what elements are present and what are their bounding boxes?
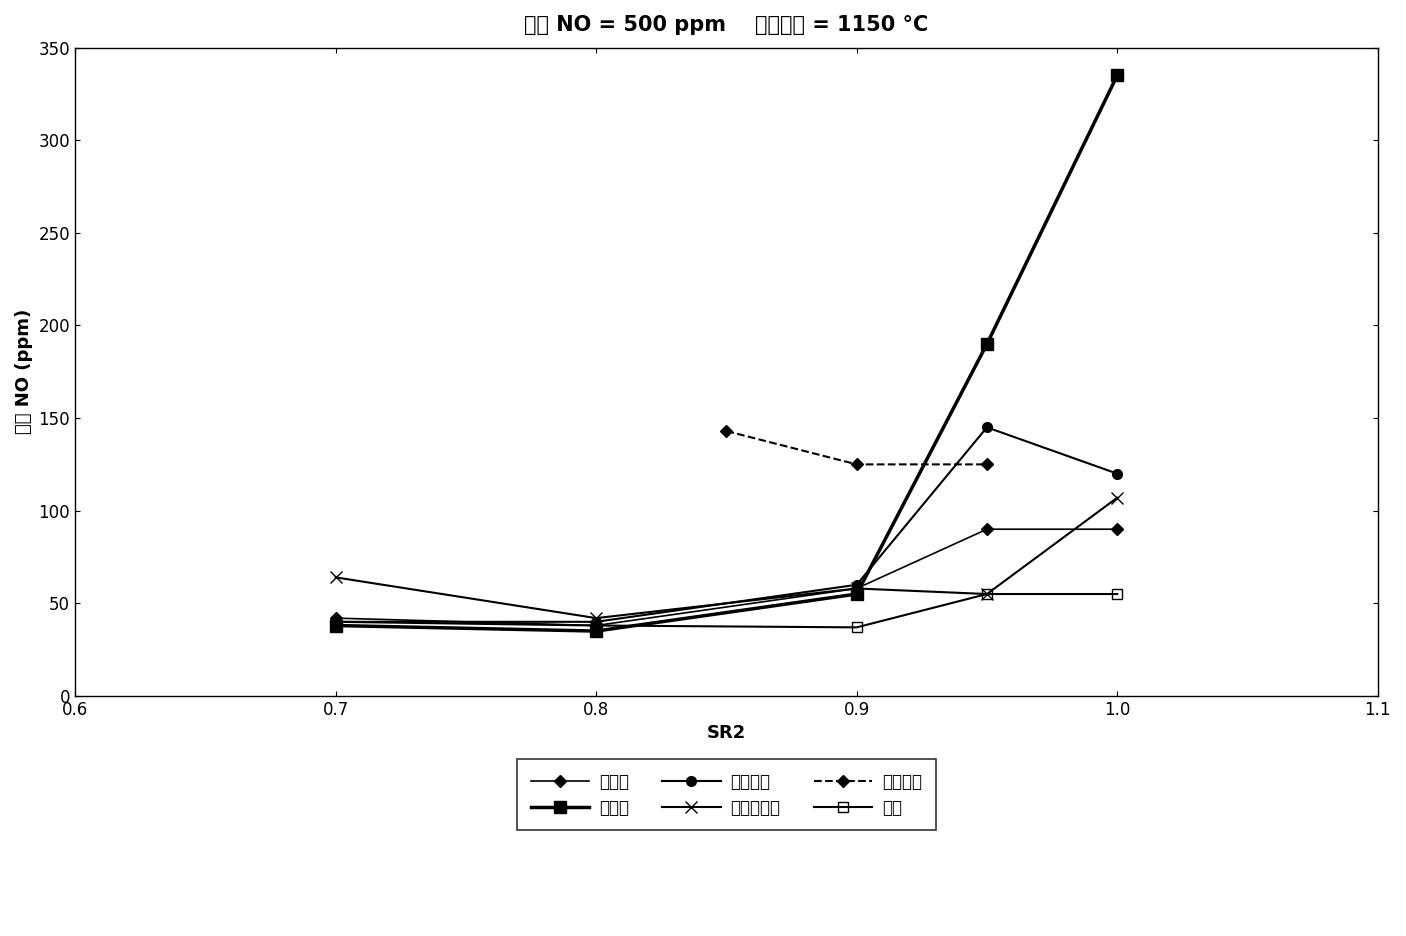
- 谷物秸秆: [848, 579, 865, 591]
- 松树皮: [1109, 70, 1126, 81]
- 甲烷: [588, 620, 605, 631]
- Line: 废轮胎: 废轮胎: [332, 525, 1122, 630]
- 甲烷: [328, 616, 344, 627]
- 谷物秸秆: [588, 616, 605, 627]
- 甲烷: [848, 622, 865, 633]
- 造纸厂污泥: [328, 572, 344, 583]
- 废轮胎: [979, 523, 995, 534]
- Title: 进口 NO = 500 ppm    炉膛温度 = 1150 °C: 进口 NO = 500 ppm 炉膛温度 = 1150 °C: [524, 15, 928, 35]
- 松木锯末: [848, 459, 865, 470]
- 造纸厂污泥: [848, 583, 865, 594]
- 废轮胎: [848, 583, 865, 594]
- 松树皮: [848, 589, 865, 600]
- 造纸厂污泥: [1109, 492, 1126, 504]
- X-axis label: SR2: SR2: [707, 724, 747, 742]
- 松树皮: [588, 625, 605, 636]
- 废轮胎: [588, 620, 605, 631]
- Line: 松木锯末: 松木锯末: [723, 427, 991, 469]
- 甲烷: [1109, 589, 1126, 600]
- 废轮胎: [1109, 523, 1126, 534]
- 松木锯末: [718, 426, 735, 437]
- Legend: 废轮胎, 松树皮, 谷物秸秆, 造纸厂污泥, 松木锯末, 甲烷: 废轮胎, 松树皮, 谷物秸秆, 造纸厂污泥, 松木锯末, 甲烷: [517, 759, 935, 830]
- 松树皮: [979, 339, 995, 350]
- 松树皮: [328, 620, 344, 631]
- 废轮胎: [328, 612, 344, 623]
- Line: 造纸厂污泥: 造纸厂污泥: [329, 491, 1123, 624]
- 谷物秸秆: [979, 422, 995, 433]
- Line: 甲烷: 甲烷: [330, 589, 1122, 632]
- Line: 谷物秸秆: 谷物秸秆: [330, 422, 1122, 627]
- 谷物秸秆: [1109, 468, 1126, 479]
- 造纸厂污泥: [588, 612, 605, 623]
- 造纸厂污泥: [979, 589, 995, 600]
- 甲烷: [979, 589, 995, 600]
- 谷物秸秆: [328, 616, 344, 627]
- 松木锯末: [979, 459, 995, 470]
- Y-axis label: 出口 NO (ppm): 出口 NO (ppm): [15, 309, 32, 434]
- Line: 松树皮: 松树皮: [330, 70, 1123, 636]
